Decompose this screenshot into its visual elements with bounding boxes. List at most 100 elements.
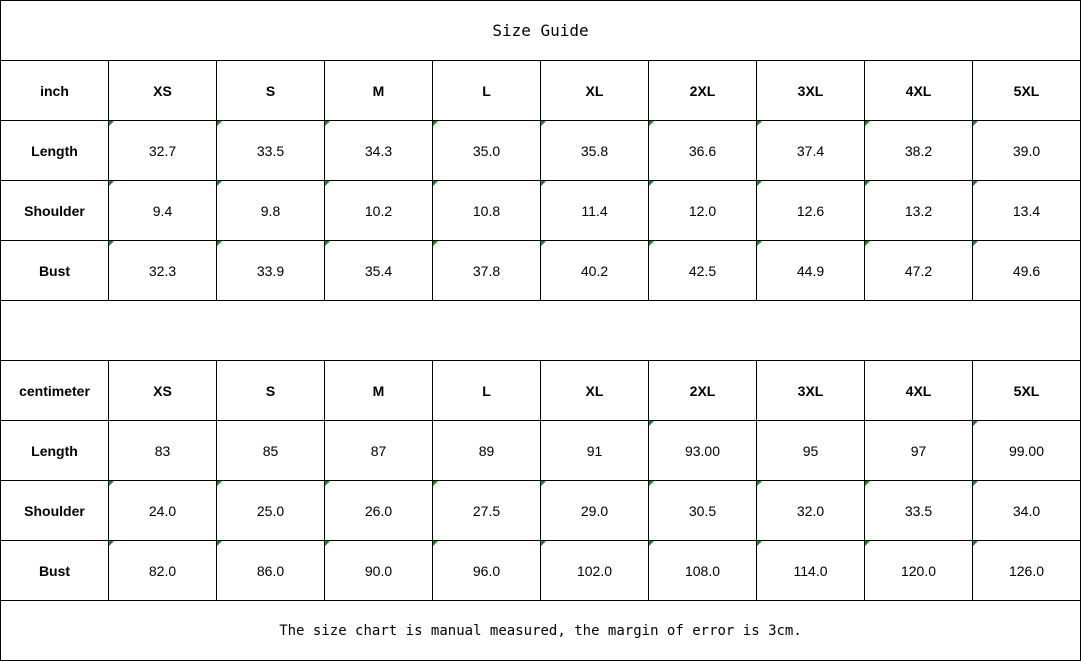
value-cell[interactable]: 37.4 (756, 120, 865, 181)
row-label[interactable]: Shoulder (0, 480, 109, 541)
size-header[interactable]: 5XL (972, 360, 1081, 421)
size-header[interactable]: L (432, 360, 541, 421)
value-cell[interactable]: 89 (432, 420, 541, 481)
value-cell[interactable]: 40.2 (540, 240, 649, 301)
value-cell[interactable]: 44.9 (756, 240, 865, 301)
value-cell[interactable]: 24.0 (108, 480, 217, 541)
empty-cell[interactable] (0, 300, 1081, 361)
value-cell[interactable]: 97 (864, 420, 973, 481)
value-cell-text: 33.5 (904, 502, 933, 519)
value-cell[interactable]: 126.0 (972, 540, 1081, 601)
value-cell[interactable]: 10.2 (324, 180, 433, 241)
value-cell[interactable]: 11.4 (540, 180, 649, 241)
size-header[interactable]: XS (108, 60, 217, 121)
value-cell[interactable]: 9.8 (216, 180, 325, 241)
value-cell[interactable]: 33.9 (216, 240, 325, 301)
size-header[interactable]: 2XL (648, 60, 757, 121)
row-label[interactable]: Length (0, 120, 109, 181)
value-cell[interactable]: 87 (324, 420, 433, 481)
value-cell-text: 32.7 (148, 142, 177, 159)
value-cell[interactable]: 95 (756, 420, 865, 481)
value-cell[interactable]: 33.5 (216, 120, 325, 181)
size-header[interactable]: XS (108, 360, 217, 421)
value-cell[interactable]: 32.7 (108, 120, 217, 181)
row-label[interactable]: Bust (0, 540, 109, 601)
size-header[interactable]: 4XL (864, 360, 973, 421)
value-cell-text: 12.0 (688, 202, 717, 219)
value-cell[interactable]: 83 (108, 420, 217, 481)
value-cell[interactable]: 49.6 (972, 240, 1081, 301)
value-cell[interactable]: 37.8 (432, 240, 541, 301)
size-header[interactable]: 3XL (756, 360, 865, 421)
value-cell[interactable]: 86.0 (216, 540, 325, 601)
number-as-text-indicator-icon (217, 481, 222, 486)
value-cell[interactable]: 47.2 (864, 240, 973, 301)
size-header[interactable]: 3XL (756, 60, 865, 121)
value-cell[interactable]: 26.0 (324, 480, 433, 541)
value-cell[interactable]: 99.00 (972, 420, 1081, 481)
size-header-text: 3XL (797, 82, 824, 99)
value-cell[interactable]: 34.3 (324, 120, 433, 181)
value-cell[interactable]: 108.0 (648, 540, 757, 601)
footer-note[interactable]: The size chart is manual measured, the m… (0, 600, 1081, 661)
size-header[interactable]: S (216, 60, 325, 121)
value-cell[interactable]: 34.0 (972, 480, 1081, 541)
number-as-text-indicator-icon (865, 241, 870, 246)
value-cell-text: 35.4 (364, 262, 393, 279)
value-cell[interactable]: 91 (540, 420, 649, 481)
unit-header[interactable]: inch (0, 60, 109, 121)
value-cell[interactable]: 35.8 (540, 120, 649, 181)
size-header[interactable]: M (324, 60, 433, 121)
size-header[interactable]: S (216, 360, 325, 421)
value-cell[interactable]: 38.2 (864, 120, 973, 181)
value-cell-text: 42.5 (688, 262, 717, 279)
value-cell[interactable]: 85 (216, 420, 325, 481)
value-cell-text: 10.2 (364, 202, 393, 219)
value-cell[interactable]: 33.5 (864, 480, 973, 541)
title-cell[interactable]: Size Guide (0, 0, 1081, 61)
value-cell[interactable]: 13.4 (972, 180, 1081, 241)
unit-header[interactable]: centimeter (0, 360, 109, 421)
value-cell[interactable]: 9.4 (108, 180, 217, 241)
value-cell[interactable]: 27.5 (432, 480, 541, 541)
value-cell[interactable]: 36.6 (648, 120, 757, 181)
size-header[interactable]: L (432, 60, 541, 121)
value-cell[interactable]: 120.0 (864, 540, 973, 601)
row-label[interactable]: Shoulder (0, 180, 109, 241)
value-cell[interactable]: 42.5 (648, 240, 757, 301)
value-cell[interactable]: 39.0 (972, 120, 1081, 181)
number-as-text-indicator-icon (433, 121, 438, 126)
size-header[interactable]: 5XL (972, 60, 1081, 121)
value-cell[interactable]: 96.0 (432, 540, 541, 601)
value-cell[interactable]: 114.0 (756, 540, 865, 601)
value-cell-text: 27.5 (472, 502, 501, 519)
value-cell[interactable]: 102.0 (540, 540, 649, 601)
size-header[interactable]: 2XL (648, 360, 757, 421)
value-cell[interactable]: 90.0 (324, 540, 433, 601)
value-cell[interactable]: 29.0 (540, 480, 649, 541)
value-cell[interactable]: 12.0 (648, 180, 757, 241)
number-as-text-indicator-icon (757, 181, 762, 186)
size-header-text: L (482, 382, 491, 399)
size-header[interactable]: XL (540, 360, 649, 421)
value-cell[interactable]: 25.0 (216, 480, 325, 541)
value-cell[interactable]: 12.6 (756, 180, 865, 241)
size-header[interactable]: XL (540, 60, 649, 121)
value-cell[interactable]: 10.8 (432, 180, 541, 241)
value-cell[interactable]: 13.2 (864, 180, 973, 241)
value-cell[interactable]: 35.4 (324, 240, 433, 301)
number-as-text-indicator-icon (865, 121, 870, 126)
size-header[interactable]: 4XL (864, 60, 973, 121)
row-label[interactable]: Length (0, 420, 109, 481)
row-label[interactable]: Bust (0, 240, 109, 301)
size-header[interactable]: M (324, 360, 433, 421)
value-cell[interactable]: 82.0 (108, 540, 217, 601)
value-cell[interactable]: 32.3 (108, 240, 217, 301)
size-header-text: S (265, 82, 276, 99)
value-cell[interactable]: 32.0 (756, 480, 865, 541)
value-cell[interactable]: 93.00 (648, 420, 757, 481)
value-cell[interactable]: 35.0 (432, 120, 541, 181)
number-as-text-indicator-icon (325, 481, 330, 486)
size-header-text: 2XL (689, 382, 716, 399)
value-cell[interactable]: 30.5 (648, 480, 757, 541)
